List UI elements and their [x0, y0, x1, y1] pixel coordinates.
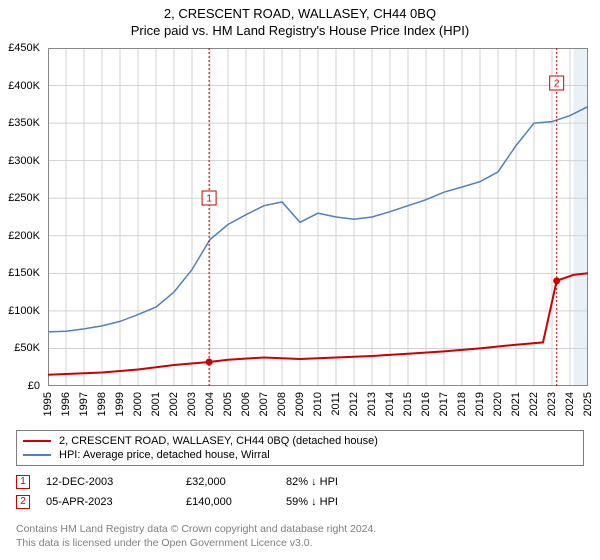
x-tick-label: 2003	[186, 392, 198, 416]
legend: 2, CRESCENT ROAD, WALLASEY, CH44 0BQ (de…	[16, 430, 584, 466]
chart-plot-area: 12	[48, 48, 588, 386]
x-tick-label: 2021	[510, 392, 522, 416]
legend-swatch	[23, 454, 51, 456]
x-tick-label: 2007	[258, 392, 270, 416]
event-date: 12-DEC-2003	[46, 476, 186, 488]
y-tick-label: £450K	[8, 42, 40, 54]
x-tick-label: 2018	[456, 392, 468, 416]
event-date: 05-APR-2023	[46, 496, 186, 508]
x-tick-label: 1996	[60, 392, 72, 416]
events-table: 1 12-DEC-2003 £32,000 82% ↓ HPI 2 05-APR…	[16, 472, 584, 512]
x-tick-label: 2006	[240, 392, 252, 416]
event-marker-icon: 1	[16, 475, 30, 489]
x-axis-labels: 1995199619971998199920002001200220032004…	[48, 390, 588, 430]
chart-title-block: 2, CRESCENT ROAD, WALLASEY, CH44 0BQ Pri…	[0, 0, 600, 38]
y-tick-label: £0	[28, 380, 40, 392]
chart-svg: 12	[48, 48, 588, 386]
x-tick-label: 1995	[42, 392, 54, 416]
svg-text:2: 2	[554, 79, 560, 90]
y-axis-labels: £0£50K£100K£150K£200K£250K£300K£350K£400…	[0, 48, 44, 386]
x-tick-label: 2010	[312, 392, 324, 416]
y-tick-label: £200K	[8, 230, 40, 242]
event-price: £32,000	[186, 476, 286, 488]
legend-label: HPI: Average price, detached house, Wirr…	[59, 449, 270, 461]
x-tick-label: 2001	[150, 392, 162, 416]
x-tick-label: 2013	[366, 392, 378, 416]
y-tick-label: £50K	[14, 342, 40, 354]
y-tick-label: £400K	[8, 80, 40, 92]
x-tick-label: 2022	[528, 392, 540, 416]
x-tick-label: 2004	[204, 392, 216, 416]
legend-label: 2, CRESCENT ROAD, WALLASEY, CH44 0BQ (de…	[59, 435, 378, 447]
x-tick-label: 2024	[564, 392, 576, 416]
x-tick-label: 2019	[474, 392, 486, 416]
x-tick-label: 2014	[384, 392, 396, 416]
x-tick-label: 2011	[330, 392, 342, 416]
event-marker-icon: 2	[16, 495, 30, 509]
chart-title: 2, CRESCENT ROAD, WALLASEY, CH44 0BQ	[0, 6, 600, 21]
y-tick-label: £150K	[8, 267, 40, 279]
footer-line: This data is licensed under the Open Gov…	[16, 536, 584, 550]
x-tick-label: 2020	[492, 392, 504, 416]
y-tick-label: £100K	[8, 305, 40, 317]
footer: Contains HM Land Registry data © Crown c…	[16, 522, 584, 550]
x-tick-label: 2005	[222, 392, 234, 416]
x-tick-label: 2025	[582, 392, 594, 416]
x-tick-label: 2009	[294, 392, 306, 416]
x-tick-label: 2016	[420, 392, 432, 416]
legend-swatch	[23, 440, 51, 442]
x-tick-label: 2017	[438, 392, 450, 416]
y-tick-label: £350K	[8, 117, 40, 129]
event-row: 2 05-APR-2023 £140,000 59% ↓ HPI	[16, 492, 584, 512]
x-tick-label: 1999	[114, 392, 126, 416]
x-tick-label: 2012	[348, 392, 360, 416]
event-row: 1 12-DEC-2003 £32,000 82% ↓ HPI	[16, 472, 584, 492]
x-tick-label: 1997	[78, 392, 90, 416]
chart-subtitle: Price paid vs. HM Land Registry's House …	[0, 23, 600, 38]
event-pct: 82% ↓ HPI	[286, 476, 406, 488]
legend-item: HPI: Average price, detached house, Wirr…	[23, 448, 577, 462]
y-tick-label: £250K	[8, 192, 40, 204]
footer-line: Contains HM Land Registry data © Crown c…	[16, 522, 584, 536]
svg-text:1: 1	[206, 194, 212, 205]
x-tick-label: 2008	[276, 392, 288, 416]
x-tick-label: 2015	[402, 392, 414, 416]
x-tick-label: 1998	[96, 392, 108, 416]
x-tick-label: 2000	[132, 392, 144, 416]
legend-item: 2, CRESCENT ROAD, WALLASEY, CH44 0BQ (de…	[23, 434, 577, 448]
x-tick-label: 2002	[168, 392, 180, 416]
y-tick-label: £300K	[8, 155, 40, 167]
event-price: £140,000	[186, 496, 286, 508]
x-tick-label: 2023	[546, 392, 558, 416]
event-pct: 59% ↓ HPI	[286, 496, 406, 508]
